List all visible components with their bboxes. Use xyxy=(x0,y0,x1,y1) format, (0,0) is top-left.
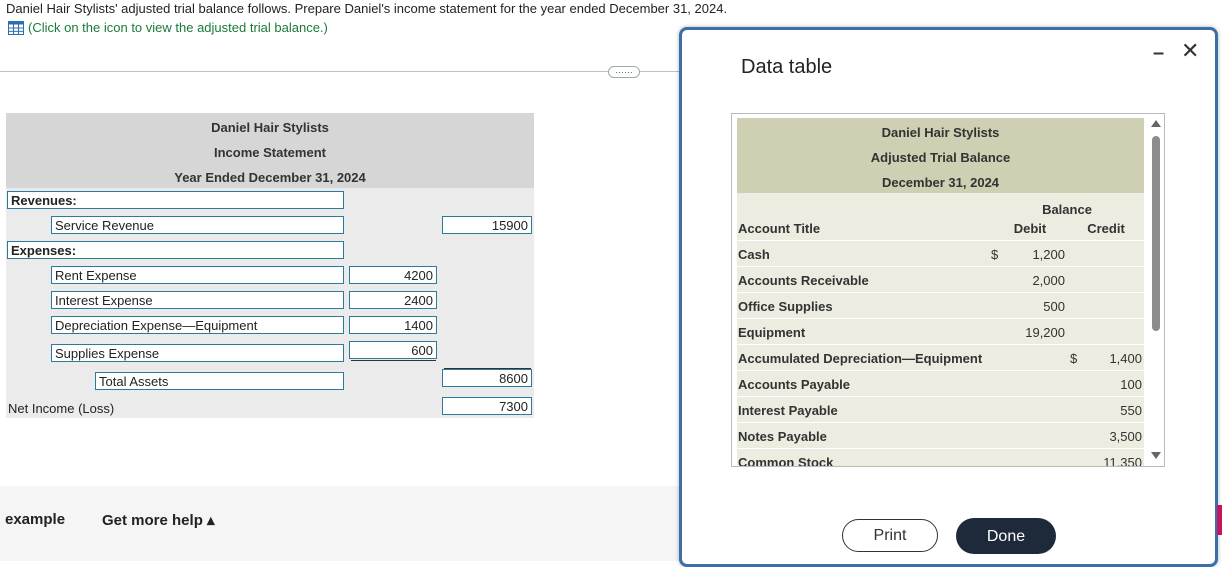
edge-marker xyxy=(1217,505,1222,535)
net-income-amount-field[interactable]: 7300 xyxy=(442,397,532,415)
tb-col-credit: Credit xyxy=(1087,221,1125,236)
view-trial-balance-text[interactable]: (Click on the icon to view the adjusted … xyxy=(28,20,328,35)
expense-amount-field-rent[interactable]: 4200 xyxy=(349,266,437,284)
service-revenue-label-field[interactable]: Service Revenue xyxy=(51,216,344,234)
table-row: Common Stock 11,350 xyxy=(737,448,1144,466)
statement-title: Income Statement xyxy=(214,145,326,160)
service-revenue-amount-field[interactable]: 15900 xyxy=(442,216,532,234)
tb-account: Accounts Payable xyxy=(738,377,850,392)
net-income-label: Net Income (Loss) xyxy=(8,401,115,416)
scrollbar-thumb[interactable] xyxy=(1152,136,1160,331)
tb-account: Equipment xyxy=(738,325,806,340)
expense-amount-field-supplies[interactable]: 600 xyxy=(349,341,437,359)
table-row: Equipment 19,200 xyxy=(737,318,1144,344)
scroll-up-arrow-icon[interactable] xyxy=(1151,120,1161,127)
expense-amount-field-depreciation[interactable]: 1400 xyxy=(349,316,437,334)
expense-amount-field-interest[interactable]: 2400 xyxy=(349,291,437,309)
tb-report-title: Adjusted Trial Balance xyxy=(870,150,1011,165)
income-statement-header: Daniel Hair Stylists Income Statement Ye… xyxy=(6,113,534,188)
trial-balance-frame xyxy=(731,113,1165,467)
expand-dots-button[interactable]: …… xyxy=(608,66,640,78)
statement-period: Year Ended December 31, 2024 xyxy=(174,170,366,185)
table-row: Notes Payable 3,500 xyxy=(737,422,1144,448)
table-row: Accounts Payable 100 xyxy=(737,370,1144,396)
tb-credit: 550 xyxy=(1120,403,1142,418)
table-row: Interest Payable 550 xyxy=(737,396,1144,422)
tb-debit: 500 xyxy=(1043,299,1065,314)
modal-title: Data table xyxy=(741,56,833,78)
close-icon[interactable]: ✕ xyxy=(1181,38,1200,63)
tb-debit: 1,200 xyxy=(1032,247,1065,262)
example-button[interactable]: example xyxy=(5,511,66,528)
minimize-icon[interactable]: – xyxy=(1153,42,1165,64)
expense-label-field-interest[interactable]: Interest Expense xyxy=(51,291,344,309)
view-trial-balance-link[interactable]: (Click on the icon to view the adjusted … xyxy=(8,20,328,35)
tb-balance-header: Balance xyxy=(1042,202,1092,217)
expense-label-field-rent[interactable]: Rent Expense xyxy=(51,266,344,284)
trial-balance-header: Daniel Hair Stylists Adjusted Trial Bala… xyxy=(737,118,1144,193)
tb-credit-sign: $ xyxy=(1070,351,1078,366)
expense-label-field-supplies[interactable]: Supplies Expense xyxy=(51,344,344,362)
tb-col-account: Account Title xyxy=(738,221,821,236)
total-top-line xyxy=(444,368,531,369)
tb-credit: 11,350 xyxy=(1103,455,1142,466)
tb-debit: 19,200 xyxy=(1025,325,1065,340)
scroll-down-arrow-icon[interactable] xyxy=(1151,452,1161,459)
statement-company: Daniel Hair Stylists xyxy=(211,120,329,135)
tb-account: Cash xyxy=(738,247,770,262)
tb-credit: 3,500 xyxy=(1109,429,1142,444)
question-prompt: Daniel Hair Stylists' adjusted trial bal… xyxy=(6,1,728,16)
table-row: Office Supplies 500 xyxy=(737,292,1144,318)
total-label-field[interactable]: Total Assets xyxy=(95,372,344,390)
tb-date: December 31, 2024 xyxy=(881,175,1000,190)
tb-column-header-row: Account Title Debit Credit xyxy=(737,215,1144,240)
tb-balance-header-row: Balance xyxy=(737,193,1144,217)
total-amount-field[interactable]: 8600 xyxy=(442,369,532,387)
tb-account: Notes Payable xyxy=(738,429,827,444)
tb-account: Common Stock xyxy=(738,455,834,466)
revenues-label-field[interactable]: Revenues: xyxy=(7,191,344,209)
table-row: Cash $ 1,200 xyxy=(737,240,1144,266)
tb-credit: 1,400 xyxy=(1109,351,1142,366)
tb-col-debit: Debit xyxy=(1013,221,1047,236)
get-more-help-button[interactable]: Get more help ▴ xyxy=(102,512,215,529)
section-divider xyxy=(0,71,680,72)
expenses-label-field[interactable]: Expenses: xyxy=(7,241,344,259)
tb-debit: 2,000 xyxy=(1032,273,1065,288)
tb-account: Office Supplies xyxy=(738,299,833,314)
footer-bar xyxy=(0,486,680,561)
tb-account: Accounts Receivable xyxy=(738,273,869,288)
subtotal-underline xyxy=(351,360,436,361)
table-grid-icon[interactable] xyxy=(8,20,24,35)
tb-credit: 100 xyxy=(1120,377,1142,392)
done-button[interactable]: Done xyxy=(956,518,1056,554)
table-row: Accumulated Depreciation—Equipment $ 1,4… xyxy=(737,344,1144,370)
tb-debit-sign: $ xyxy=(991,247,999,262)
table-row: Accounts Receivable 2,000 xyxy=(737,266,1144,292)
expense-label-field-depreciation[interactable]: Depreciation Expense—Equipment xyxy=(51,316,344,334)
tb-company: Daniel Hair Stylists xyxy=(881,125,1000,140)
print-button[interactable]: Print xyxy=(842,519,938,552)
tb-account: Interest Payable xyxy=(738,403,838,418)
tb-account: Accumulated Depreciation—Equipment xyxy=(738,351,983,366)
